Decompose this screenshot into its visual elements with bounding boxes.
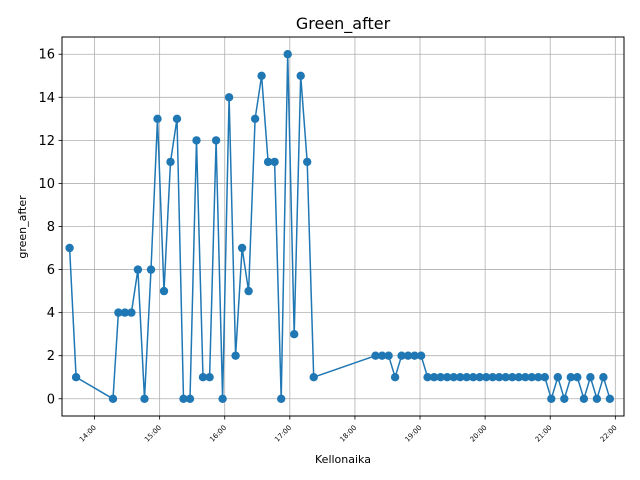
- data-point: [211, 136, 221, 145]
- data-point: [270, 157, 279, 167]
- data-point: [443, 373, 452, 382]
- data-point: [237, 243, 247, 253]
- data-point: [371, 351, 380, 360]
- x-tick-label: 15:00: [143, 424, 163, 444]
- y-tick-label: 14: [38, 91, 55, 106]
- data-point: [250, 114, 260, 124]
- data-point: [403, 351, 413, 360]
- data-point: [605, 394, 615, 403]
- y-axis-label: green_after: [16, 195, 29, 259]
- data-point: [257, 71, 266, 81]
- x-tick-label: 20:00: [469, 424, 489, 444]
- data-point: [456, 373, 465, 382]
- data-point: [508, 373, 517, 382]
- data-point: [185, 394, 195, 403]
- data-point: [263, 157, 273, 167]
- x-tick-label: 19:00: [404, 424, 424, 444]
- x-tick-label: 21:00: [534, 424, 554, 444]
- data-point: [573, 373, 582, 382]
- data-point: [423, 373, 432, 382]
- data-point: [153, 114, 162, 124]
- data-point: [495, 373, 504, 382]
- data-point: [198, 373, 208, 382]
- data-point: [231, 351, 240, 360]
- y-tick-label: 12: [38, 134, 55, 149]
- data-point: [205, 373, 214, 382]
- data-point: [377, 351, 387, 360]
- data-point: [488, 373, 497, 382]
- x-tick-label: 22:00: [599, 424, 619, 444]
- x-tick-label: 18:00: [338, 424, 358, 444]
- data-point: [560, 394, 569, 403]
- y-axis: 0 2 4 6 8 10 12 14 16: [38, 48, 62, 407]
- data-point: [599, 373, 608, 382]
- data-point: [501, 373, 510, 382]
- data-point: [283, 50, 292, 59]
- data-point: [166, 157, 175, 167]
- data-point: [462, 373, 471, 382]
- x-tick-label: 14:00: [78, 424, 98, 444]
- x-axis-label: Kellonaika: [315, 453, 371, 466]
- y-tick-label: 8: [47, 220, 55, 235]
- data-point: [218, 394, 227, 403]
- data-point: [277, 394, 286, 403]
- data-point: [159, 286, 169, 296]
- data-point: [527, 373, 536, 382]
- data-point: [410, 351, 419, 360]
- data-point: [416, 351, 426, 360]
- data-point: [475, 373, 484, 382]
- data-point: [172, 114, 182, 124]
- x-axis: 14:00 15:00 16:00 17:00 18:00 19:00 20:00 21:00…: [78, 416, 619, 444]
- data-point: [71, 373, 81, 382]
- y-tick-label: 16: [38, 48, 55, 63]
- data-point: [579, 394, 589, 403]
- y-tick-label: 10: [38, 177, 55, 192]
- data-point: [290, 330, 299, 339]
- y-tick-label: 6: [47, 263, 55, 278]
- data-point: [429, 373, 439, 382]
- data-point: [179, 394, 188, 403]
- data-point: [390, 373, 400, 382]
- data-point: [384, 351, 393, 360]
- data-point: [566, 373, 575, 382]
- y-tick-label: 0: [47, 392, 55, 407]
- data-point: [436, 373, 445, 382]
- y-tick-label: 2: [47, 349, 55, 364]
- data-point: [309, 373, 318, 382]
- data-point: [469, 373, 478, 382]
- data-point: [65, 243, 74, 253]
- data-point: [114, 308, 123, 317]
- data-point: [586, 373, 595, 382]
- data-series: [65, 50, 615, 403]
- data-point: [244, 286, 253, 296]
- data-point: [120, 308, 130, 317]
- data-point: [514, 373, 523, 382]
- data-point: [108, 394, 118, 403]
- data-point: [192, 136, 201, 145]
- x-tick-label: 16:00: [208, 424, 228, 444]
- data-point: [296, 71, 305, 81]
- data-point: [397, 351, 406, 360]
- data-point: [140, 394, 149, 403]
- data-point: [127, 308, 136, 317]
- data-point: [553, 373, 562, 382]
- grid-lines: [62, 37, 624, 416]
- data-point: [540, 373, 549, 382]
- data-point: [449, 373, 458, 382]
- data-point: [534, 373, 543, 382]
- data-point: [146, 265, 156, 274]
- data-point: [482, 373, 491, 382]
- data-point: [521, 373, 530, 382]
- data-point: [303, 157, 312, 167]
- y-tick-label: 4: [47, 306, 55, 321]
- data-point: [592, 394, 602, 403]
- x-tick-label: 17:00: [273, 424, 293, 444]
- data-point: [547, 394, 556, 403]
- data-point: [133, 265, 143, 274]
- data-point: [224, 93, 234, 102]
- chart-title: Green_after: [296, 14, 391, 34]
